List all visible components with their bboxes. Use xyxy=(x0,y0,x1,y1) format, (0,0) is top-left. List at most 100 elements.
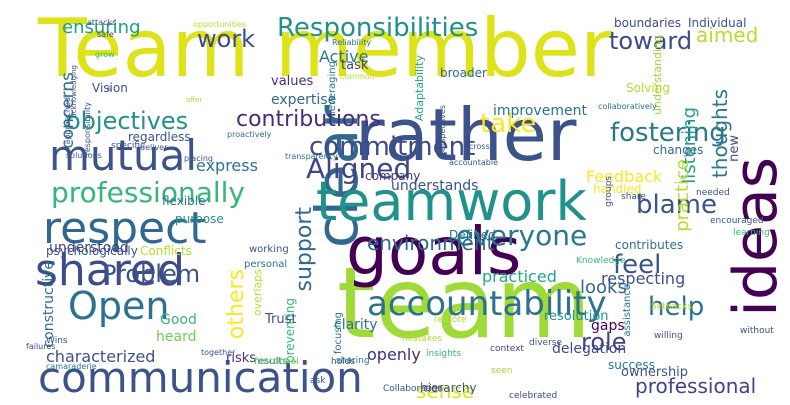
word-seen: seen xyxy=(491,366,513,376)
word-encouraged: encouraged xyxy=(710,216,764,226)
word-feedback: Feedback xyxy=(586,167,663,186)
word-placing: placing xyxy=(184,154,213,163)
word-accountability: accountability xyxy=(367,284,607,324)
word-rather: rather xyxy=(355,93,577,177)
word-success: success xyxy=(608,358,655,372)
word-aligned: Aligned xyxy=(306,152,412,185)
word-shared: shared xyxy=(35,245,185,296)
word-contributions: contributions xyxy=(236,107,381,132)
word-results: results xyxy=(254,356,288,367)
word-remote: remote xyxy=(434,315,467,325)
word-ownership: ownership xyxy=(621,365,689,380)
word-handled: handled xyxy=(593,182,642,196)
word-risks: risks xyxy=(226,351,257,366)
word-celebrated: celebrated xyxy=(509,391,558,400)
word-task: task xyxy=(341,58,369,73)
word-aimed: aimed xyxy=(696,23,759,47)
word-others: others xyxy=(224,269,249,340)
word-willing: willing xyxy=(654,331,683,341)
word-blame: blame xyxy=(636,190,717,220)
word-ensuring: ensuring xyxy=(62,17,141,38)
word-understands: understands xyxy=(391,178,479,194)
word-express: express xyxy=(196,156,258,175)
word-opportunities: opportunities xyxy=(193,20,247,29)
word-mistakes: mistakes xyxy=(402,334,443,344)
word-team-member: Team member xyxy=(38,7,613,95)
word-help: help xyxy=(648,292,705,322)
word-responsibilities: Responsibilities xyxy=(277,13,479,43)
word-thoughts: thoughts xyxy=(708,89,732,179)
word-boundaries: boundaries xyxy=(614,16,682,30)
word-setbacks: Setbacks xyxy=(651,302,692,312)
word-practice: practice xyxy=(672,159,693,232)
word-without: without xyxy=(740,326,774,336)
word-reliability: Reliability xyxy=(332,38,372,47)
word-attacks: attacks xyxy=(87,18,117,27)
word-contributes: contributes xyxy=(615,238,684,252)
word-characterized: characterized xyxy=(46,347,156,366)
word-heard: heard xyxy=(156,329,197,345)
word-defined: Defined xyxy=(449,228,496,242)
word-individual: Individual xyxy=(688,16,747,30)
word-knowledge: Knowledge xyxy=(576,256,626,266)
word-regardless: regardless xyxy=(128,130,191,144)
word-diverse: diverse xyxy=(529,338,563,348)
word-acknowledging: acknowledging xyxy=(70,65,78,118)
word-goals: goals xyxy=(346,213,522,290)
word-broader: broader xyxy=(440,66,487,80)
word-transparency: transparency xyxy=(285,152,338,161)
word-support: support xyxy=(292,207,317,292)
word-feel: feel xyxy=(613,250,662,280)
word-responsibility: responsibility xyxy=(83,102,92,156)
word-environment: environment xyxy=(367,231,495,255)
word-team: team xyxy=(337,247,592,361)
word-practiced: practiced xyxy=(482,267,557,286)
word-professionally: professionally xyxy=(51,176,246,209)
word-leveraging: leveraging xyxy=(327,61,338,115)
word-grow: grow xyxy=(95,50,115,59)
word-common: common xyxy=(340,72,375,81)
word-approached: approached xyxy=(63,97,72,145)
word-cross: cross xyxy=(469,142,490,151)
word-insights: insights xyxy=(426,349,462,359)
word-delegation: delegation xyxy=(552,341,627,357)
word-new: new xyxy=(727,135,742,162)
word-accountable: accountable xyxy=(449,158,498,167)
word-solutions: solutions xyxy=(66,151,102,160)
word-focusing: focusing xyxy=(333,312,344,355)
word-commitment: commitment xyxy=(309,132,476,162)
word-sense: sense xyxy=(416,379,475,399)
word-constructive: constructive xyxy=(41,261,57,348)
word-solving: Solving xyxy=(626,81,670,95)
word-adaptability: Adaptability xyxy=(413,55,426,122)
word-s: s xyxy=(107,84,112,93)
word-perspectives: perspectives xyxy=(438,105,447,157)
word-personal: personal xyxy=(244,259,288,270)
word-communication: communication xyxy=(38,353,363,399)
word-work: work xyxy=(197,25,256,53)
word-good: Good xyxy=(160,312,197,328)
word-context: context xyxy=(490,344,524,354)
word-preventing: preventing xyxy=(283,298,297,364)
word-deliver: deliver xyxy=(140,143,168,152)
word-everyone: everyone xyxy=(456,219,588,252)
word-resolution: resolution xyxy=(544,309,609,324)
word-mutual: mutual xyxy=(49,131,198,180)
word-looks: looks xyxy=(580,277,627,298)
word-functional: functional xyxy=(254,357,299,367)
word-share: share xyxy=(621,192,646,202)
word-purpose: purpose xyxy=(175,212,224,226)
word-learning: learning xyxy=(733,228,770,238)
word-active: Active xyxy=(319,47,369,66)
word-ask: ask xyxy=(310,376,326,386)
word-respect: respect xyxy=(43,203,207,254)
word-overlaps: overlaps xyxy=(251,269,264,317)
word-respecting: respecting xyxy=(601,269,686,288)
word-psychologically: psychologically xyxy=(46,244,138,258)
word-teamwork: teamwork xyxy=(316,170,587,233)
word-together: together xyxy=(201,348,236,357)
word-changes: changes xyxy=(653,143,704,157)
word-toward: toward xyxy=(609,27,693,55)
word-wins: Wins xyxy=(46,336,68,346)
word-cloud: Team member rather team goals clear ideas team… xyxy=(16,7,777,399)
